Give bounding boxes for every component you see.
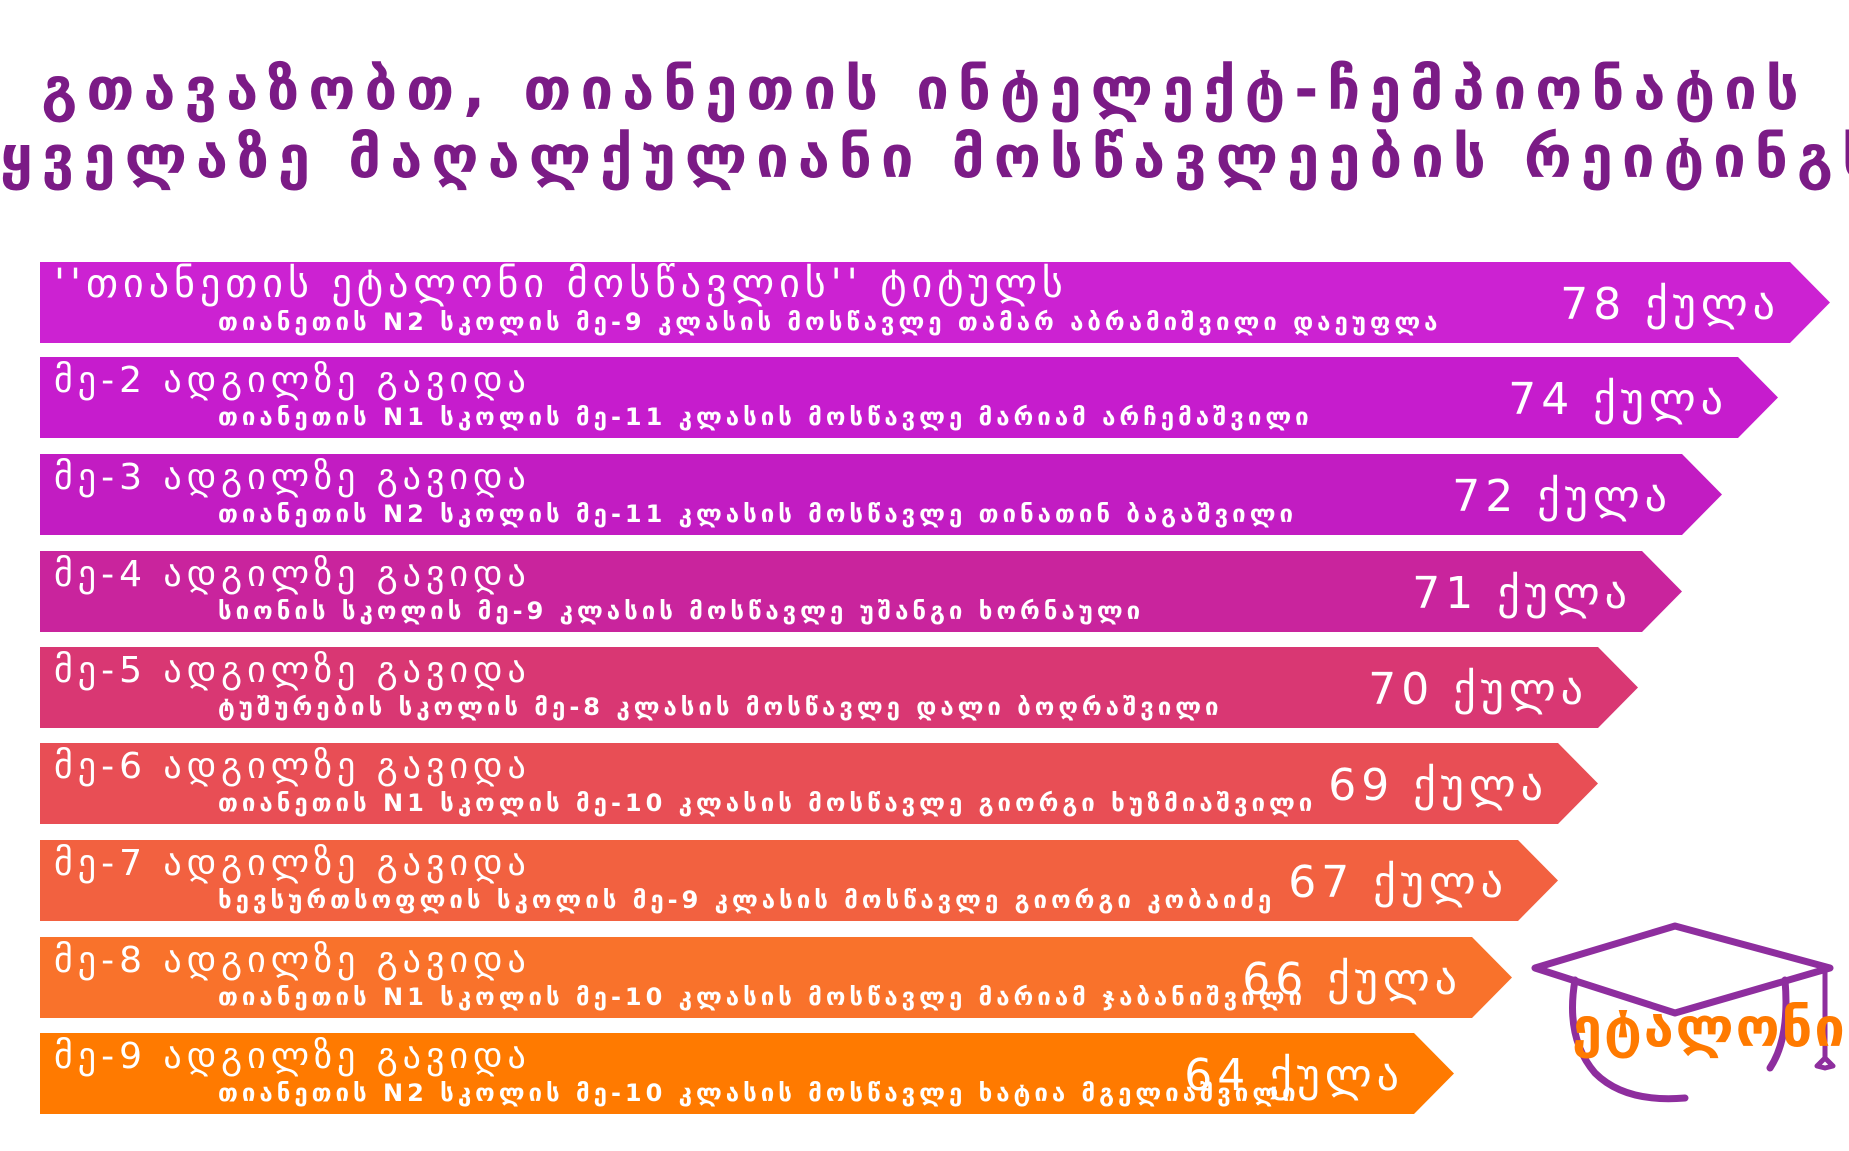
ranking-arrow-5: მე-5 ადგილზე გავიდა ტუშურების სკოლის მე-… bbox=[40, 647, 1638, 728]
cap-tassel bbox=[1814, 967, 1836, 1071]
ranking-heading: მე-3 ადგილზე გავიდა bbox=[54, 457, 531, 498]
ranking-score: 69 ქულა bbox=[1328, 760, 1548, 811]
cap-right-curve bbox=[1766, 976, 1790, 1072]
ranking-heading: მე-4 ადგილზე გავიდა bbox=[54, 554, 531, 595]
ranking-heading: მე-9 ადგილზე გავიდა bbox=[54, 1036, 531, 1077]
ranking-heading: მე-7 ადგილზე გავიდა bbox=[54, 843, 531, 884]
ranking-score: 72 ქულა bbox=[1452, 471, 1672, 522]
ranking-student: ხევსურთსოფლის სკოლის მე-9 კლასის მოსწავლ… bbox=[218, 886, 1276, 914]
ranking-arrow-2: მე-2 ადგილზე გავიდა თიანეთის N1 სკოლის მ… bbox=[40, 357, 1778, 438]
graduation-cap-logo-icon bbox=[1531, 922, 1836, 1103]
ranking-heading: მე-8 ადგილზე გავიდა bbox=[54, 940, 531, 981]
page-title-line-2: ყველაზე მაღალქულიანი მოსწავლეების რეიტინ… bbox=[0, 123, 1849, 191]
ranking-heading: მე-6 ადგილზე გავიდა bbox=[54, 746, 531, 787]
ranking-score: 64 ქულა bbox=[1184, 1050, 1404, 1101]
ranking-arrow-6: მე-6 ადგილზე გავიდა თიანეთის N1 სკოლის მ… bbox=[40, 743, 1598, 824]
page-title-line-1: გთავაზობთ, თიანეთის ინტელექტ-ჩემპიონატის bbox=[41, 55, 1808, 123]
ranking-arrow-8: მე-8 ადგილზე გავიდა თიანეთის N1 სკოლის მ… bbox=[40, 937, 1512, 1018]
ranking-student: თიანეთის N2 სკოლის მე-10 კლასის მოსწავლე… bbox=[218, 1079, 1300, 1107]
ranking-student: სიონის სკოლის მე-9 კლასის მოსწავლე უშანგ… bbox=[218, 597, 1145, 625]
ranking-arrow-3: მე-3 ადგილზე გავიდა თიანეთის N2 სკოლის მ… bbox=[40, 454, 1722, 535]
logo-text: ეტალონი bbox=[1572, 996, 1847, 1059]
ranking-arrow-7: მე-7 ადგილზე გავიდა ხევსურთსოფლის სკოლის… bbox=[40, 840, 1558, 921]
ranking-arrow-1: ''თიანეთის ეტალონი მოსწავლის'' ტიტულს თი… bbox=[40, 262, 1830, 343]
ranking-score: 70 ქულა bbox=[1368, 664, 1588, 715]
page-title: გთავაზობთ, თიანეთის ინტელექტ-ჩემპიონატის… bbox=[0, 55, 1849, 191]
ranking-score: 67 ქულა bbox=[1288, 857, 1508, 908]
ranking-student: თიანეთის N2 სკოლის მე-9 კლასის მოსწავლე … bbox=[218, 308, 1442, 336]
ranking-heading: მე-2 ადგილზე გავიდა bbox=[54, 360, 531, 401]
ranking-student: ტუშურების სკოლის მე-8 კლასის მოსწავლე და… bbox=[218, 693, 1223, 721]
ranking-student: თიანეთის N1 სკოლის მე-10 კლასის მოსწავლე… bbox=[218, 789, 1317, 817]
ranking-score: 74 ქულა bbox=[1508, 374, 1728, 425]
cap-left-curve bbox=[1569, 976, 1689, 1103]
ranking-arrow-9: მე-9 ადგილზე გავიდა თიანეთის N2 სკოლის მ… bbox=[40, 1033, 1454, 1114]
ranking-student: თიანეთის N1 სკოლის მე-11 კლასის მოსწავლე… bbox=[218, 403, 1313, 431]
ranking-student: თიანეთის N1 სკოლის მე-10 კლასის მოსწავლე… bbox=[218, 983, 1306, 1011]
ranking-score: 71 ქულა bbox=[1412, 568, 1632, 619]
ranking-score: 66 ქულა bbox=[1242, 954, 1462, 1005]
ranking-score: 78 ქულა bbox=[1560, 279, 1780, 330]
ranking-heading: ''თიანეთის ეტალონი მოსწავლის'' ტიტულს bbox=[54, 261, 1068, 307]
ranking-heading: მე-5 ადგილზე გავიდა bbox=[54, 650, 531, 691]
ranking-arrow-4: მე-4 ადგილზე გავიდა სიონის სკოლის მე-9 კ… bbox=[40, 551, 1682, 632]
cap-board bbox=[1531, 922, 1834, 1017]
ranking-student: თიანეთის N2 სკოლის მე-11 კლასის მოსწავლე… bbox=[218, 500, 1297, 528]
